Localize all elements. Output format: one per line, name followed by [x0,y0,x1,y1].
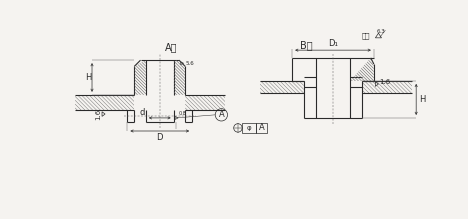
Text: 其余: 其余 [361,32,370,39]
Text: d: d [140,108,145,117]
Text: D: D [156,133,163,142]
Text: 6.3: 6.3 [376,29,385,34]
Text: D₁: D₁ [328,39,338,48]
Text: φ: φ [247,125,251,131]
Text: B型: B型 [300,40,313,50]
Text: H: H [419,95,425,104]
Text: A: A [258,124,264,132]
Text: A: A [219,110,224,119]
Text: A型: A型 [165,42,177,53]
Text: 0.8: 0.8 [178,111,186,116]
Text: 1.6: 1.6 [379,79,390,85]
Text: H: H [85,73,91,82]
Text: 5.6: 5.6 [186,61,195,66]
Text: 1.6: 1.6 [95,108,101,120]
